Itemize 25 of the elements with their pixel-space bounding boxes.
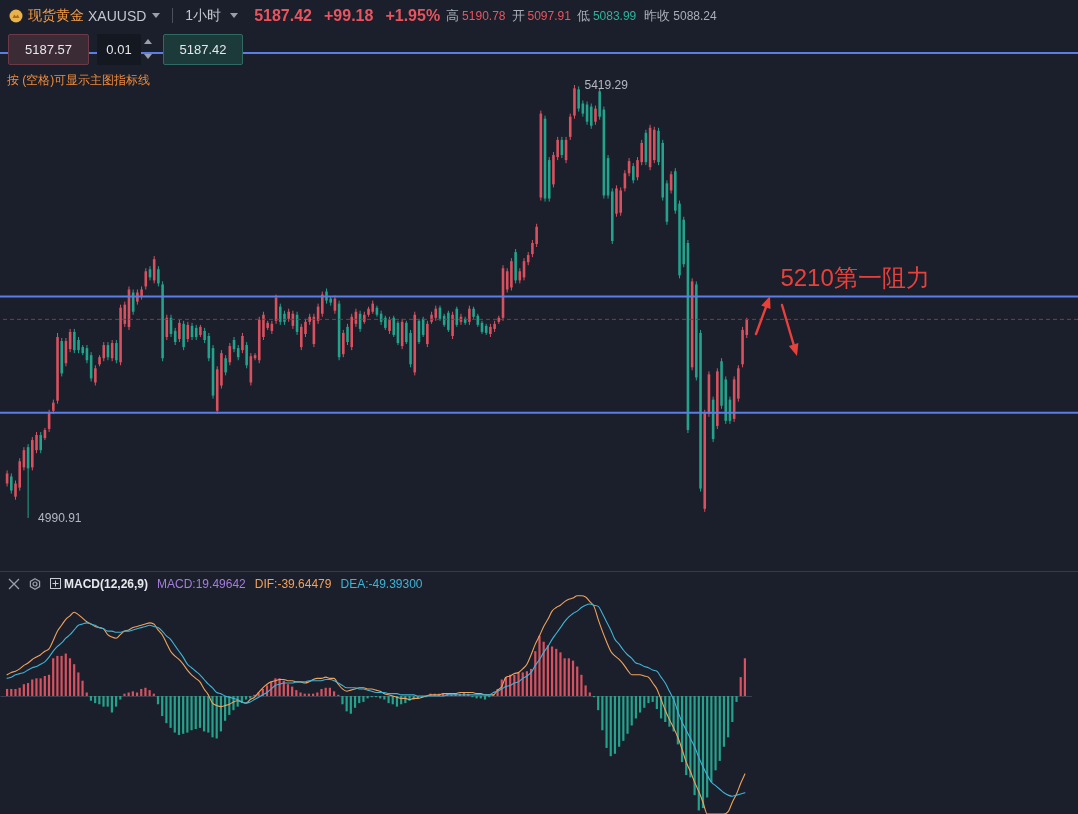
text: 高 [446,6,460,25]
ref-line-label: 5210第一阻力 [780,263,930,291]
chart-title: MACD(12,26,9) [64,576,149,591]
annotation: 5419.29 [584,78,629,93]
text: +1.95% [385,6,441,25]
text: 5083.99 [592,8,637,23]
text: 开 [511,6,525,25]
text: MACD:19.49642 [157,576,246,591]
text: 5190.78 [462,8,506,23]
text: +99.18 [324,6,374,25]
text: DEA:-49.39300 [340,576,423,591]
chart-subtitle: XAUUSD [88,7,147,24]
chart-title: 现货黄金 [28,6,84,25]
text-field: 5187.42 [163,34,243,65]
text: 5097.91 [527,8,571,23]
text: 1小时 [185,6,222,25]
text-field: 5187.57 [8,34,89,65]
annotation: 4990.91 [38,511,82,525]
text: 5187.42 [254,6,312,25]
text: DIF:-39.64479 [254,576,332,591]
text: 低 [576,6,590,25]
text: 5088.24 [673,8,717,23]
text-field: 0.01 [97,34,141,65]
text: 昨收 [644,6,671,25]
annotation: 按 (空格)可显示主图指标线 [7,72,151,89]
